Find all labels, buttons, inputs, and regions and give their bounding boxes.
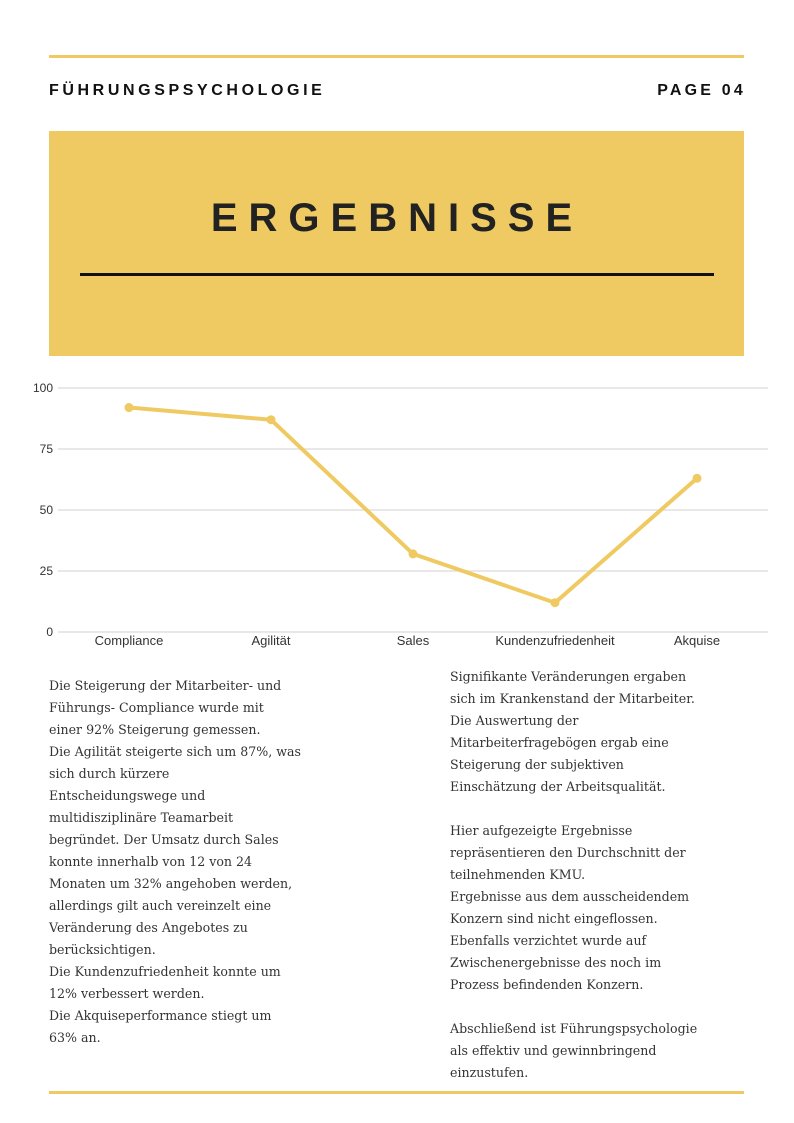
x-tick-label: Sales [397, 633, 430, 648]
line-chart: 0 25 50 75 100 Compliance Agilität Sales Kundenz… [33, 381, 768, 648]
text-line: als effektiv und gewinnbringend [450, 1043, 657, 1058]
text-line: Signifikante Veränderungen ergaben [450, 669, 687, 684]
text-line: Ergebnisse aus dem ausscheidendem [450, 889, 690, 904]
text-line: einzustufen. [450, 1065, 529, 1080]
paragraph-gap [450, 996, 697, 1018]
data-point [124, 403, 134, 413]
text-line: Steigerung der subjektiven [450, 757, 624, 772]
title-banner [49, 131, 744, 356]
x-tick-label: Agilität [251, 633, 290, 648]
text-line: Führungs- Compliance wurde mit [49, 700, 264, 715]
text-line: Die Akquiseperformance stiegt um [49, 1008, 272, 1023]
text-line: Die Agilität steigerte sich um 87%, was [49, 744, 301, 759]
document-title: FÜHRUNGSPSYCHOLOGIE [49, 82, 326, 99]
top-rule [49, 55, 744, 58]
text-line: Konzern sind nicht eingeflossen. [450, 911, 658, 926]
text-line: sich im Krankenstand der Mitarbeiter. [450, 691, 695, 706]
left-text-column: Die Steigerung der Mitarbeiter- und Führu… [49, 675, 301, 1049]
text-line: Einschätzung der Arbeitsqualität. [450, 779, 666, 794]
x-tick-label: Akquise [674, 633, 720, 648]
data-point [408, 549, 418, 559]
data-point [266, 415, 276, 425]
data-point [550, 598, 560, 608]
text-line: Die Auswertung der [450, 713, 579, 728]
page-title: ERGEBNISSE [210, 196, 584, 240]
page-number: PAGE 04 [657, 82, 746, 99]
paragraph-gap [450, 798, 697, 820]
text-line: multidisziplinäre Teamarbeit [49, 810, 234, 825]
text-line: einer 92% Steigerung gemessen. [49, 722, 261, 737]
bottom-rule [49, 1091, 744, 1094]
text-line: Hier aufgezeigte Ergebnisse [450, 823, 633, 838]
title-underline [80, 273, 714, 276]
text-line: repräsentieren den Durchschnitt der [450, 845, 686, 860]
y-tick-label: 100 [33, 381, 53, 395]
text-line: 12% verbessert werden. [49, 986, 205, 1001]
data-point [692, 473, 702, 483]
x-tick-label: Compliance [95, 633, 164, 648]
y-tick-label: 50 [40, 503, 54, 517]
text-line: konnte innerhalb von 12 von 24 [49, 854, 253, 869]
text-line: Entscheidungswege und [49, 788, 206, 803]
y-tick-label: 25 [40, 564, 54, 578]
text-line: allerdings gilt auch vereinzelt eine [49, 898, 272, 913]
text-line: Ebenfalls verzichtet wurde auf [450, 933, 647, 948]
text-line: Mitarbeiterfragebögen ergab eine [450, 735, 669, 750]
text-line: Die Steigerung der Mitarbeiter- und [49, 678, 282, 693]
y-tick-label: 0 [46, 625, 53, 639]
y-tick-label: 75 [40, 442, 54, 456]
text-line: Monaten um 32% angehoben werden, [49, 876, 293, 891]
text-line: Abschließend ist Führungspsychologie [450, 1021, 698, 1036]
text-line: berücksichtigen. [49, 942, 156, 957]
text-line: sich durch kürzere [49, 766, 170, 781]
text-line: Die Kundenzufriedenheit konnte um [49, 964, 281, 979]
text-line: Zwischenergebnisse des noch im [450, 955, 662, 970]
text-line: teilnehmenden KMU. [450, 867, 586, 882]
right-text-column: Signifikante Veränderungen ergaben sich i… [450, 666, 697, 1084]
text-line: Prozess befindenden Konzern. [450, 977, 644, 992]
text-line: begründet. Der Umsatz durch Sales [49, 832, 279, 847]
series-line [128, 405, 699, 605]
x-tick-label: Kundenzufriedenheit [495, 633, 615, 648]
text-line: Veränderung des Angebotes zu [49, 920, 248, 935]
text-line: 63% an. [49, 1030, 101, 1045]
